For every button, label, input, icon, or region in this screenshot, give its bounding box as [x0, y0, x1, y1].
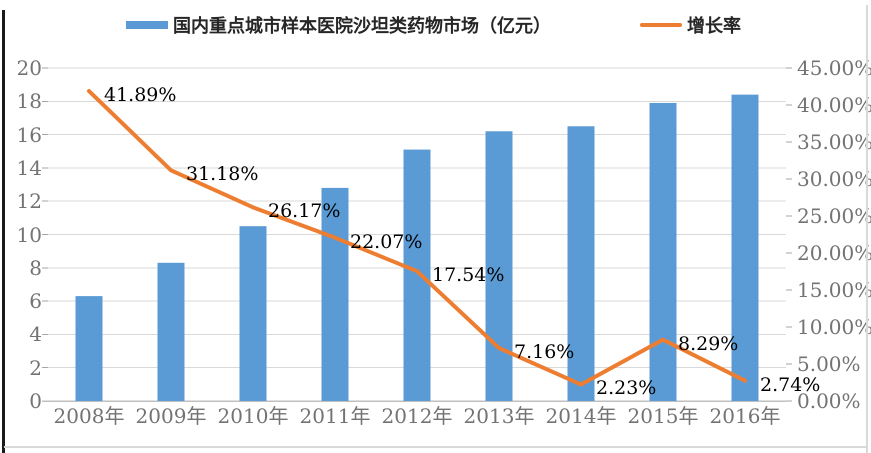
- line-data-label: 17.54%: [432, 264, 505, 287]
- bar-2009年: [157, 262, 185, 401]
- line-data-label: 8.29%: [678, 332, 739, 355]
- left-axis-tick-label: 2: [29, 355, 42, 380]
- bar-2008年: [75, 296, 103, 401]
- line-data-label: 7.16%: [514, 341, 575, 364]
- bar-2011年: [321, 187, 349, 401]
- line-data-label: 41.89%: [104, 84, 177, 106]
- left-axis-tick-label: 20: [16, 56, 42, 80]
- left-axis-tick-label: 0: [29, 389, 42, 413]
- left-axis-tick-label: 6: [29, 289, 42, 314]
- legend-item-market: 国内重点城市样本医院沙坦类药物市场（亿元）: [126, 13, 551, 37]
- right-axis-tick-label: 40.00%: [797, 93, 871, 117]
- left-axis-tick-label: 4: [29, 322, 42, 347]
- left-axis-tick-label: 16: [16, 122, 42, 147]
- left-axis-tick-label: 18: [16, 89, 42, 114]
- line-data-label: 31.18%: [186, 163, 259, 186]
- bar-2010年: [239, 226, 267, 401]
- x-axis-tick-label: 2014年: [545, 404, 617, 428]
- left-axis-tick-label: 10: [16, 222, 42, 247]
- right-axis-tick-label: 30.00%: [797, 167, 871, 191]
- line-series-label: 增长率: [687, 16, 741, 37]
- bar-2016年: [731, 94, 759, 401]
- bar-series-swatch-icon: [126, 21, 168, 29]
- right-axis-tick-label: 20.00%: [797, 241, 871, 265]
- bar-2015年: [649, 102, 677, 401]
- bar-2012年: [403, 149, 431, 401]
- right-axis-tick-label: 10.00%: [797, 315, 871, 339]
- x-axis-tick-label: 2016年: [709, 404, 781, 428]
- growth-rate-line: [87, 89, 747, 387]
- right-axis-tick-label: 0.00%: [797, 389, 861, 413]
- x-axis-tick-label: 2011年: [299, 404, 371, 428]
- x-axis-tick-label: 2012年: [381, 404, 453, 428]
- left-axis-tick-label: 12: [16, 189, 42, 214]
- right-axis-tick-label: 25.00%: [797, 204, 871, 228]
- x-axis-tick-label: 2010年: [217, 404, 289, 428]
- line-series-swatch-icon: [640, 23, 682, 27]
- bar-2014年: [567, 126, 595, 402]
- x-axis-tick-label: 2015年: [627, 404, 699, 428]
- x-axis-tick-label: 2008年: [53, 404, 125, 428]
- bar-series-label: 国内重点城市样本医院沙坦类药物市场（亿元）: [173, 16, 551, 37]
- right-border: [866, 5, 868, 453]
- right-axis-tick-label: 15.00%: [797, 278, 871, 302]
- left-axis-tick-label: 8: [29, 255, 42, 280]
- line-data-label: 2.23%: [596, 377, 657, 400]
- right-axis-tick-label: 45.00%: [797, 56, 871, 80]
- line-data-label: 22.07%: [350, 230, 423, 253]
- x-axis-tick-label: 2009年: [135, 404, 207, 428]
- right-axis-tick-label: 35.00%: [797, 130, 871, 154]
- right-axis-tick-label: 5.00%: [797, 352, 861, 376]
- x-axis-tick-label: 2013年: [463, 404, 535, 428]
- left-border: [2, 10, 5, 453]
- bottom-border: [4, 446, 866, 448]
- line-data-label: 2.74%: [760, 373, 821, 396]
- left-axis-tick-label: 14: [16, 155, 42, 180]
- line-data-label: 26.17%: [268, 200, 341, 223]
- legend-item-growth-rate: 增长率: [640, 13, 741, 37]
- bar-2013年: [485, 131, 513, 401]
